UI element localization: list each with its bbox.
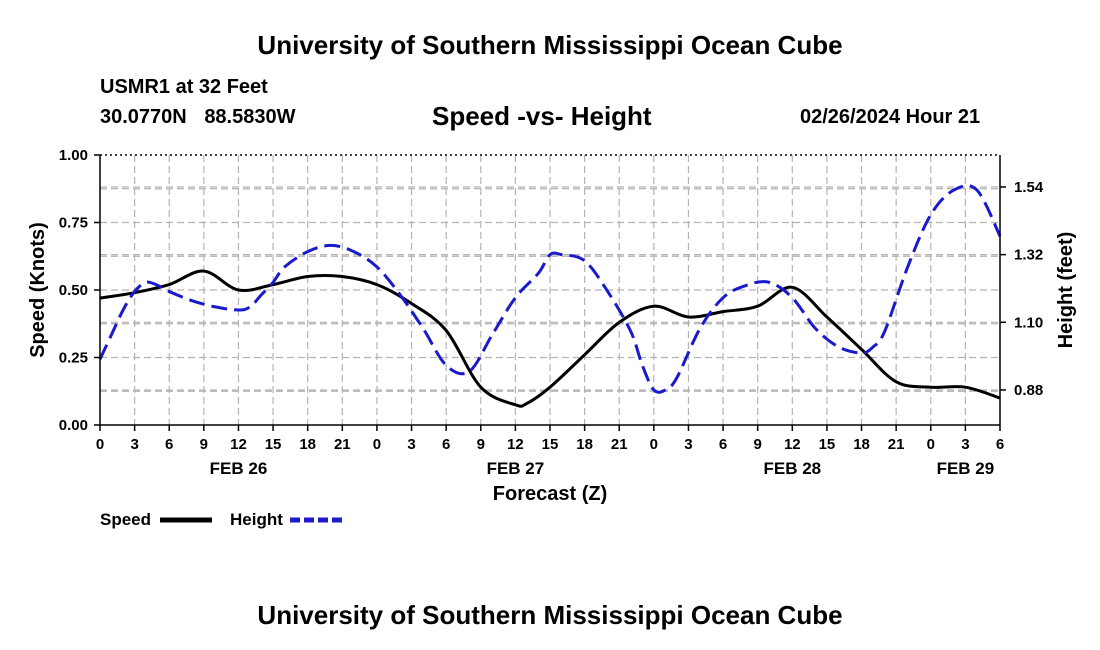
x-tick-label: 21: [334, 436, 351, 453]
x-tick-label: 18: [853, 436, 870, 453]
y-tick-label: 0.25: [59, 350, 88, 367]
x-tick-label: 18: [299, 436, 316, 453]
height-series-line: [98, 184, 1002, 394]
speed-series-line: [99, 269, 1001, 408]
legend: Speed Height: [100, 510, 342, 529]
x-tick-label: 21: [611, 436, 628, 453]
y2-tick-label: 0.88: [1014, 382, 1043, 399]
x-tick-label: 6: [996, 436, 1004, 453]
y-axis-label: Speed (Knots): [27, 222, 49, 358]
x-tick-label: 3: [407, 436, 415, 453]
y-tick-label: 1.00: [59, 147, 88, 164]
chart-grid: [100, 155, 1000, 425]
x-tick-label: 12: [230, 436, 247, 453]
x-tick-label: 6: [442, 436, 450, 453]
chart-ticks: 0 3 6 9 12 15 18 21 0 3 6 9 12 15 18 21 0 3 6 9 12 15 18 21 0 3 6F…: [59, 147, 1044, 478]
legend-speed-label: Speed: [100, 510, 151, 529]
x-tick-label: 15: [265, 436, 282, 453]
date-label: FEB 26: [210, 459, 268, 478]
y2-tick-label: 1.54: [1014, 179, 1044, 196]
page-title: University of Southern Mississippi Ocean…: [257, 30, 843, 60]
station-label: USMR1 at 32 Feet: [100, 76, 268, 98]
x-tick-label: 15: [542, 436, 559, 453]
x-tick-label: 3: [961, 436, 969, 453]
date-label: FEB 29: [937, 459, 995, 478]
y2-tick-label: 1.10: [1014, 314, 1043, 331]
longitude-label: 88.5830W: [204, 106, 296, 128]
y-tick-label: 0.00: [59, 417, 88, 434]
footer-title: University of Southern Mississippi Ocean…: [257, 600, 843, 630]
x-tick-label: 21: [888, 436, 905, 453]
y-tick-label: 0.50: [59, 282, 88, 299]
x-tick-label: 9: [200, 436, 208, 453]
x-tick-label: 18: [576, 436, 593, 453]
x-tick-label: 12: [784, 436, 801, 453]
x-tick-label: 6: [165, 436, 173, 453]
x-tick-label: 3: [130, 436, 138, 453]
x-tick-label: 15: [819, 436, 836, 453]
x-tick-label: 0: [96, 436, 104, 453]
forecast-date-hour: 02/26/2024 Hour 21: [800, 106, 981, 128]
x-tick-label: 3: [684, 436, 692, 453]
latitude-label: 30.0770N: [100, 106, 187, 128]
chart-title: Speed -vs- Height: [432, 101, 652, 131]
x-tick-label: 0: [373, 436, 381, 453]
legend-height-label: Height: [230, 510, 283, 529]
chart-series: [98, 184, 1002, 408]
x-axis-label: Forecast (Z): [493, 483, 607, 505]
date-label: FEB 28: [763, 459, 821, 478]
x-tick-label: 0: [650, 436, 658, 453]
x-tick-label: 9: [754, 436, 762, 453]
y2-tick-label: 1.32: [1014, 247, 1043, 264]
x-tick-label: 9: [477, 436, 485, 453]
coordinates: 30.0770N 88.5830W: [100, 106, 295, 129]
y2-axis-label: Height (feet): [1055, 232, 1077, 349]
y-tick-label: 0.75: [59, 215, 88, 232]
x-tick-label: 0: [927, 436, 935, 453]
x-tick-label: 12: [507, 436, 524, 453]
x-tick-label: 6: [719, 436, 727, 453]
date-label: FEB 27: [487, 459, 545, 478]
